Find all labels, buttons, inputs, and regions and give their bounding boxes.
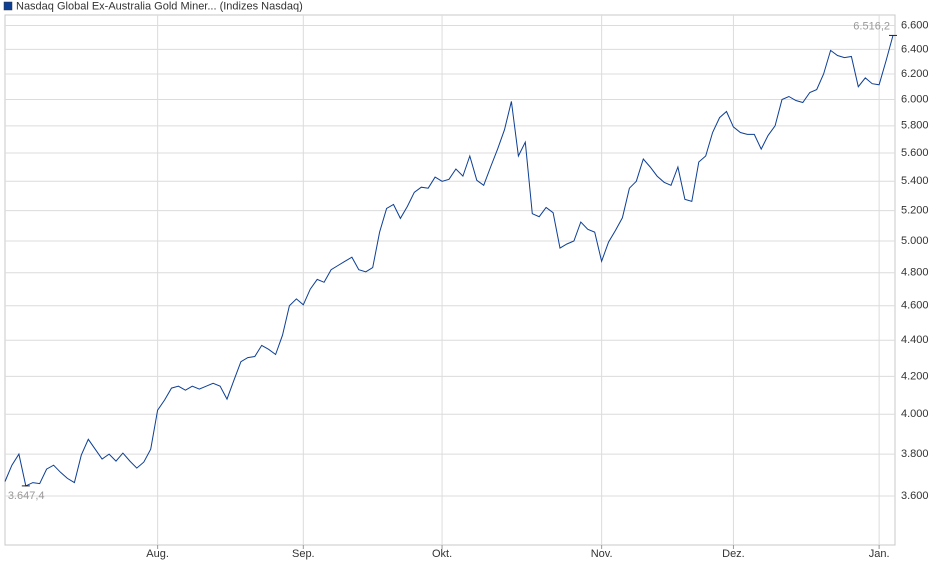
y-tick-label: 4.400 (901, 334, 929, 346)
y-tick-label: 4.600 (901, 300, 929, 312)
y-tick-label: 6.000 (901, 93, 929, 105)
x-tick-label: Aug. (146, 548, 169, 560)
y-tick-label: 4.800 (901, 267, 929, 279)
y-tick-label: 3.800 (901, 448, 929, 460)
y-tick-label: 5.800 (901, 120, 929, 132)
y-tick-label: 4.000 (901, 408, 929, 420)
y-tick-label: 6.200 (901, 68, 929, 80)
x-tick-label: Nov. (591, 548, 613, 560)
y-tick-label: 6.400 (901, 43, 929, 55)
y-tick-label: 5.200 (901, 204, 929, 216)
x-tick-label: Dez. (722, 548, 745, 560)
legend-swatch (3, 1, 13, 11)
plot-frame (4, 14, 896, 546)
y-tick-label: 5.000 (901, 235, 929, 247)
y-tick-label: 5.400 (901, 175, 929, 187)
y-tick-label: 4.200 (901, 370, 929, 382)
price-line (4, 35, 894, 487)
y-tick-label: 6.600 (901, 19, 929, 31)
x-tick-label: Sep. (292, 548, 315, 560)
x-tick-label: Okt. (432, 548, 452, 560)
extreme-label: 3.647,4 (8, 490, 45, 502)
y-tick-label: 3.600 (901, 490, 929, 502)
legend-label: Nasdaq Global Ex-Australia Gold Miner...… (16, 0, 303, 12)
extreme-label: 6.516,2 (853, 20, 890, 32)
x-tick-label: Jan. (869, 548, 890, 560)
y-tick-label: 5.600 (901, 147, 929, 159)
